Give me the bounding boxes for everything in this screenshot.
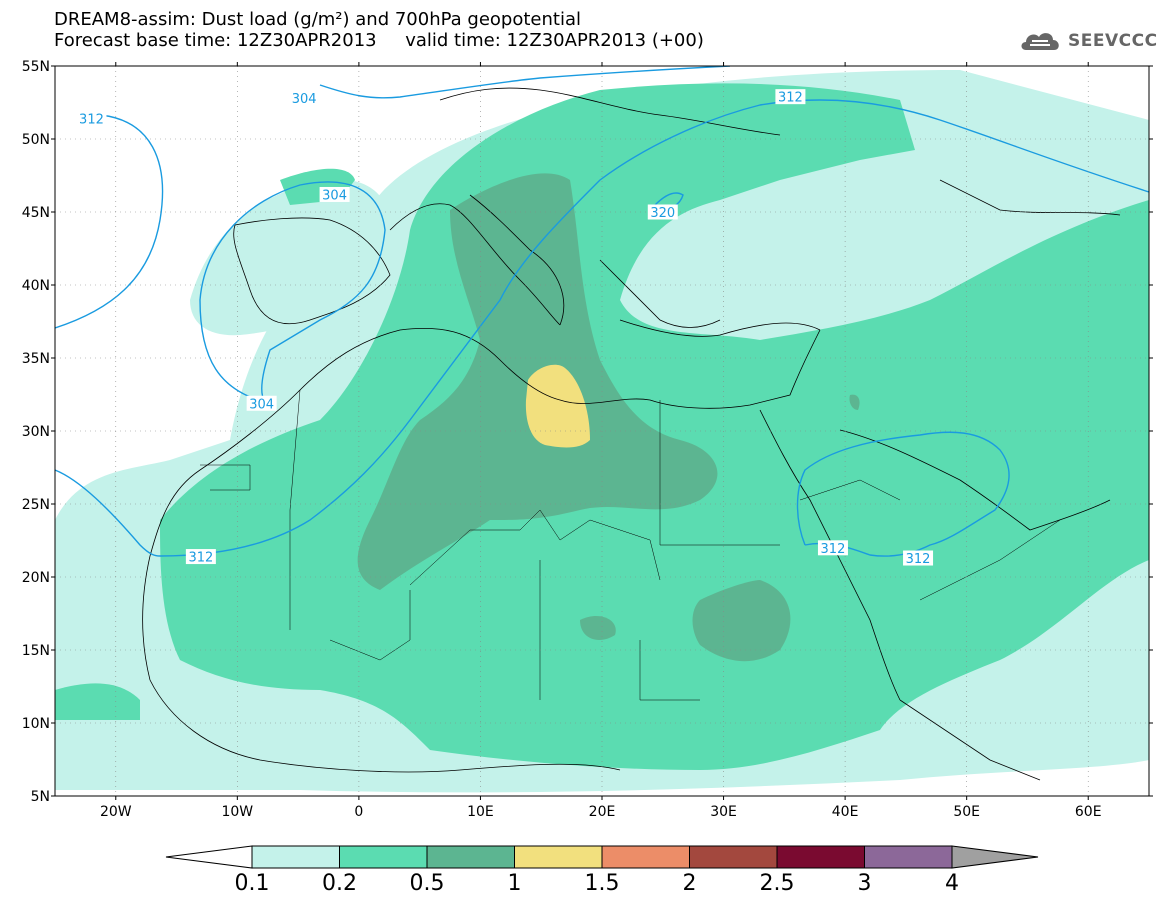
lat-tick-label: 10N: [22, 716, 50, 732]
contour-label-bg: [319, 186, 350, 202]
coastlines: [142, 87, 1121, 781]
lat-tick-label: 50N: [22, 132, 50, 148]
colorbar-label: 1.5: [585, 871, 620, 896]
lat-axis: 55N 50N 45N 40N 35N 30N 25N 20N 15N 10N 5N: [22, 59, 1153, 805]
contour-label: 312: [79, 113, 104, 128]
contour-label: 312: [906, 552, 931, 567]
contour-label: 304: [322, 188, 347, 203]
lon-tick-label: 50E: [953, 804, 980, 820]
contour-label-bg: [246, 395, 277, 411]
colorbar-swatch: [601, 845, 690, 869]
map-title: DREAM8-assim: Dust load (g/m²) and 700hP…: [54, 9, 581, 30]
colorbar: 0.1 0.2 0.5 1 1.5 2 2.5 3 4: [165, 845, 1039, 896]
colorbar-label: 0.2: [322, 871, 357, 896]
contour-label-bg: [647, 204, 678, 220]
geopotential-contours: [55, 66, 1149, 557]
colorbar-label: 1: [508, 871, 522, 896]
contour-label: 304: [292, 92, 317, 107]
lon-tick-label: 0: [354, 804, 363, 820]
colorbar-swatch: [426, 845, 515, 869]
colorbar-swatch: [776, 845, 865, 869]
contour-label: 312: [821, 542, 846, 557]
lon-tick-label: 10W: [221, 804, 253, 820]
map-subtitle: Forecast base time: 12Z30APR2013 valid t…: [54, 30, 704, 51]
lat-tick-label: 15N: [22, 643, 50, 659]
colorbar-label: 2: [683, 871, 697, 896]
colorbar-label: 2.5: [760, 871, 795, 896]
graticule: [55, 66, 1149, 796]
lon-axis: 20W 10W 0 10E 20E 30E 40E 50E 60E: [100, 62, 1102, 820]
contour-label-bg: [76, 111, 107, 127]
contour-label-bg: [903, 550, 934, 566]
lon-tick-label: 20W: [100, 804, 132, 820]
lat-tick-label: 35N: [22, 351, 50, 367]
lat-tick-label: 55N: [22, 59, 50, 75]
lat-tick-label: 40N: [22, 278, 50, 294]
lat-tick-label: 25N: [22, 497, 50, 513]
contour-label-bg: [289, 90, 320, 106]
lat-tick-label: 5N: [31, 789, 50, 805]
lon-tick-label: 10E: [467, 804, 494, 820]
contour-label-bg: [817, 540, 848, 556]
seevccc-logo: SEEVCCC: [1018, 28, 1158, 54]
colorbar-min-arrow: [165, 845, 253, 869]
contour-label: 320: [650, 206, 675, 221]
colorbar-swatch: [514, 845, 603, 869]
contour-labels: 304 312 312 304 320 304 312 312 312: [76, 89, 934, 567]
cloud-icon: [1021, 33, 1059, 50]
contour-label-bg: [775, 89, 806, 105]
contour-label: 312: [188, 551, 213, 566]
colorbar-swatch: [251, 845, 340, 869]
lat-tick-label: 45N: [22, 205, 50, 221]
lat-tick-label: 30N: [22, 424, 50, 440]
contour-label: 304: [249, 397, 274, 412]
colorbar-label: 0.1: [235, 871, 270, 896]
colorbar-swatch: [339, 845, 428, 869]
lon-tick-label: 60E: [1075, 804, 1102, 820]
lon-tick-label: 40E: [832, 804, 859, 820]
lat-tick-label: 20N: [22, 570, 50, 586]
colorbar-label: 4: [945, 871, 959, 896]
lon-tick-label: 20E: [589, 804, 616, 820]
contour-label: 312: [778, 91, 803, 106]
borders: [200, 389, 1061, 701]
map-area: [55, 66, 1149, 796]
lon-tick-label: 30E: [710, 804, 737, 820]
contour-label-bg: [185, 549, 216, 565]
colorbar-swatch: [864, 845, 953, 869]
dust-level-0-2: [55, 83, 1149, 770]
colorbar-swatch: [689, 845, 778, 869]
colorbar-max-arrow: [951, 845, 1039, 869]
colorbar-label: 0.5: [410, 871, 445, 896]
logo-text: SEEVCCC: [1068, 31, 1158, 51]
dust-level-1: [525, 364, 590, 448]
colorbar-label: 3: [858, 871, 872, 896]
